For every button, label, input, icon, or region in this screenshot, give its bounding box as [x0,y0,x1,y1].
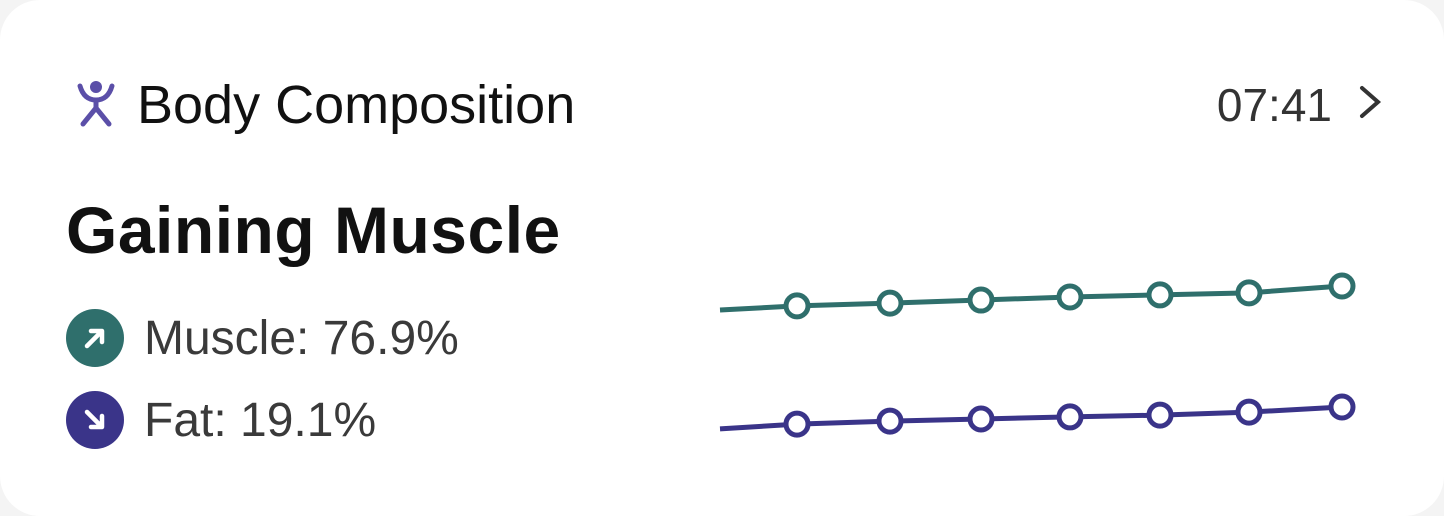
fat-data-point [1056,403,1084,431]
status-headline: Gaining Muscle [66,193,561,267]
muscle-data-point [967,286,995,314]
timestamp: 07:41 [1216,79,1332,131]
fat-data-point [1235,398,1263,426]
fat-data-point [1146,401,1174,429]
fat-stat: Fat: 19.1% [66,390,376,450]
fat-label: Fat: 19.1% [144,393,377,447]
muscle-data-point [1328,272,1356,300]
muscle-data-point [876,289,904,317]
muscle-stat: Muscle: 76.9% [66,308,459,368]
fat-series-line [719,404,1343,432]
muscle-series-line [719,283,1343,313]
fat-data-point [967,405,995,433]
chevron-right-icon[interactable] [1356,82,1384,122]
muscle-data-point [783,292,811,320]
arrow-down-right-icon [66,391,124,449]
person-icon [77,81,115,127]
muscle-data-point [1146,281,1174,309]
card-title: Body Composition [137,75,576,135]
arrow-up-right-icon [66,309,124,367]
muscle-data-point [1056,283,1084,311]
fat-data-point [1328,393,1356,421]
fat-data-point [783,410,811,438]
fat-data-point [876,407,904,435]
muscle-label: Muscle: 76.9% [144,311,459,365]
muscle-data-point [1235,279,1263,307]
